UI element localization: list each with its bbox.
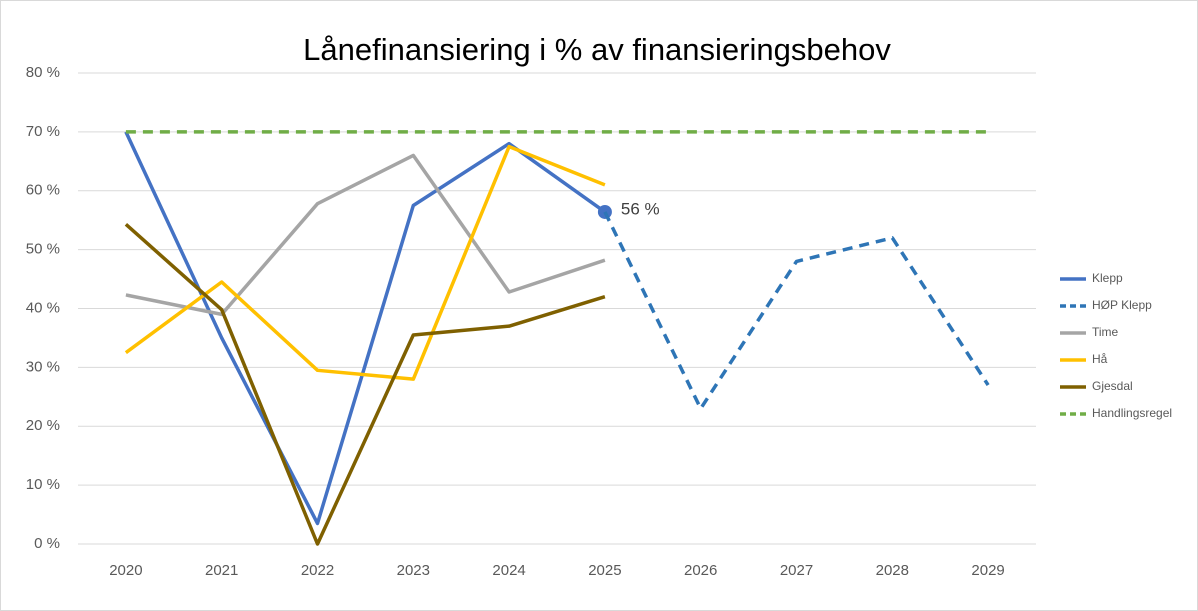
legend-label: Klepp [1092, 271, 1123, 285]
x-tick-label: 2028 [876, 562, 909, 579]
y-tick-label: 0 % [34, 535, 60, 552]
y-tick-label: 40 % [26, 299, 60, 316]
x-tick-label: 2023 [397, 562, 430, 579]
x-tick-label: 2027 [780, 562, 813, 579]
x-tick-label: 2021 [205, 562, 238, 579]
legend-label: Handlingsregel [1092, 406, 1172, 420]
series-line [125, 153, 606, 317]
y-tick-label: 60 % [26, 182, 60, 199]
series-line [124, 223, 606, 546]
legend-label: Hå [1092, 352, 1108, 366]
y-tick-label: 80 % [26, 64, 60, 81]
data-label: 56 % [621, 199, 660, 218]
y-tick-label: 20 % [26, 417, 60, 434]
y-tick-label: 10 % [26, 476, 60, 493]
series-line [603, 211, 990, 411]
x-tick-label: 2020 [109, 562, 142, 579]
series-line [124, 131, 606, 526]
legend-label: Time [1092, 325, 1119, 339]
legend-label: Gjesdal [1092, 379, 1133, 393]
y-tick-label: 70 % [26, 123, 60, 140]
y-tick-label: 30 % [26, 358, 60, 375]
chart-title: Lånefinansiering i % av finansieringsbeh… [303, 32, 891, 67]
x-tick-label: 2022 [301, 562, 334, 579]
legend-label: HØP Klepp [1092, 298, 1152, 312]
x-tick-label: 2026 [684, 562, 717, 579]
x-tick-label: 2025 [588, 562, 621, 579]
x-tick-label: 2029 [971, 562, 1004, 579]
y-tick-label: 50 % [26, 241, 60, 258]
x-tick-label: 2024 [492, 562, 525, 579]
